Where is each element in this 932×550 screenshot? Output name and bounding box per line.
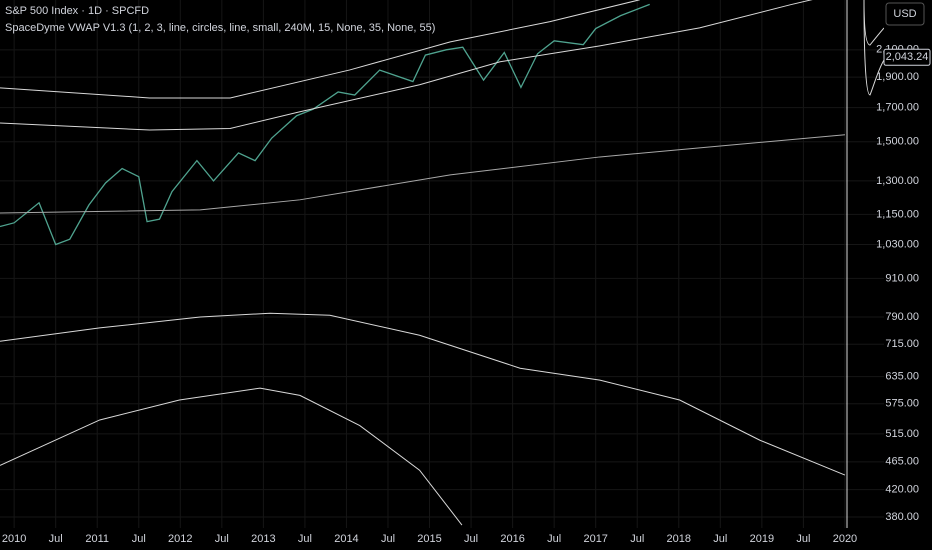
x-tick-label: Jul — [215, 533, 229, 545]
y-tick-label: 1,700.00 — [876, 101, 919, 113]
x-tick-label: 2010 — [2, 533, 26, 545]
y-tick-label: 635.00 — [885, 371, 919, 383]
x-tick-label: Jul — [630, 533, 644, 545]
x-tick-label: 2015 — [417, 533, 441, 545]
grid — [0, 0, 884, 528]
y-tick-label: 465.00 — [885, 456, 919, 468]
x-tick-label: 2016 — [500, 533, 524, 545]
last-price-box — [883, 48, 931, 66]
x-tick-label: 2019 — [750, 533, 774, 545]
x-tick-label: Jul — [132, 533, 146, 545]
x-tick-label: 2017 — [583, 533, 607, 545]
y-tick-label: 715.00 — [885, 338, 919, 350]
x-tick-label: Jul — [713, 533, 727, 545]
x-tick-label: 2014 — [334, 533, 358, 545]
series-line — [0, 134, 845, 214]
x-tick-label: Jul — [298, 533, 312, 545]
y-tick-label: 1,030.00 — [876, 238, 919, 250]
last-price-label: 2,043.24 — [886, 51, 929, 63]
x-tick-label: Jul — [464, 533, 478, 545]
currency-box[interactable] — [885, 2, 925, 26]
chart-title: S&P 500 Index · 1D · SPCFD — [5, 5, 149, 17]
series-line — [0, 3, 650, 246]
axes: 380.00 420.00 465.00 515.00 575.00 635.00 715.… — [2, 44, 931, 545]
series-line — [0, 312, 846, 476]
y-tick-label: 420.00 — [885, 484, 919, 496]
y-tick-label: 380.00 — [885, 511, 919, 523]
series-line — [0, 387, 463, 526]
x-tick-label: Jul — [381, 533, 395, 545]
y-tick-label: 1,900.00 — [876, 71, 919, 83]
y-tick-label: 1,500.00 — [876, 136, 919, 148]
indicator-band-edge — [863, 0, 884, 96]
x-tick-label: Jul — [547, 533, 561, 545]
y-tick-label: 790.00 — [885, 311, 919, 323]
x-tick-label: 2018 — [667, 533, 691, 545]
series-line — [0, 0, 640, 99]
series-line — [0, 0, 813, 131]
currency-label[interactable]: USD — [893, 8, 916, 20]
x-tick-label: Jul — [796, 533, 810, 545]
plot-area — [0, 0, 884, 528]
x-tick-label: Jul — [49, 533, 63, 545]
x-tick-label: 2013 — [251, 533, 275, 545]
y-tick-label: 1,300.00 — [876, 175, 919, 187]
x-tick-label: 2011 — [85, 533, 109, 545]
x-tick-label: 2012 — [168, 533, 192, 545]
y-tick-label: 575.00 — [885, 398, 919, 410]
y-tick-label: 910.00 — [885, 272, 919, 284]
x-tick-label: 2020 — [833, 533, 857, 545]
y-tick-label: 1,150.00 — [876, 208, 919, 220]
indicator-legend: SpaceDyme VWAP V1.3 (1, 2, 3, line, circ… — [5, 22, 435, 34]
y-tick-label: 515.00 — [885, 428, 919, 440]
